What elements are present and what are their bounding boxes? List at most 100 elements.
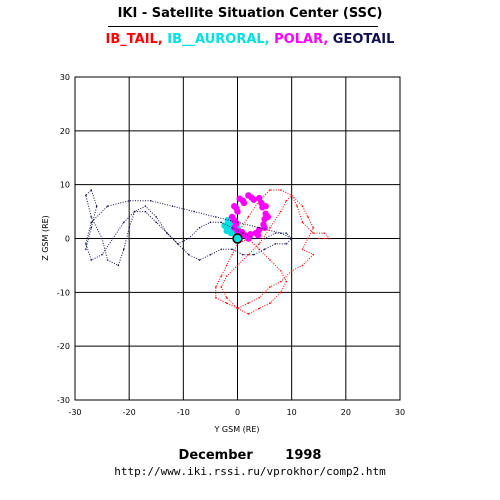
- data-point: [328, 237, 331, 240]
- data-point: [269, 259, 271, 261]
- data-point: [225, 296, 228, 299]
- data-point: [220, 286, 223, 288]
- data-point: [255, 226, 263, 234]
- x-tick-label: -20: [123, 408, 136, 417]
- data-point: [90, 189, 93, 191]
- data-point: [112, 237, 114, 240]
- data-point: [231, 253, 233, 256]
- data-point: [233, 220, 240, 227]
- data-point: [317, 237, 320, 240]
- data-point: [263, 248, 266, 251]
- data-point: [225, 275, 228, 277]
- data-point: [301, 221, 304, 224]
- data-point: [323, 232, 325, 234]
- data-point: [274, 232, 277, 234]
- data-point: [269, 226, 271, 229]
- data-point: [285, 280, 288, 283]
- data-point: [231, 248, 233, 251]
- data-point: [220, 221, 223, 224]
- data-point: [307, 216, 309, 218]
- data-point: [122, 221, 125, 224]
- data-point: [236, 221, 239, 224]
- data-point: [166, 232, 168, 234]
- series-path: [85, 189, 293, 267]
- data-point: [155, 221, 158, 224]
- data-point: [261, 215, 268, 223]
- data-point: [247, 253, 250, 256]
- data-point: [290, 270, 293, 272]
- series-polar: [228, 192, 272, 242]
- earth-marker: [232, 233, 243, 244]
- legend-item: IB__AURORAL,: [167, 32, 275, 47]
- data-point: [290, 194, 293, 197]
- data-point: [220, 248, 223, 251]
- data-point: [260, 221, 267, 228]
- data-point: [247, 302, 250, 304]
- data-point: [85, 243, 87, 245]
- data-point: [209, 221, 212, 224]
- data-point: [312, 253, 315, 256]
- data-point: [285, 232, 288, 234]
- data-point: [198, 259, 201, 261]
- series-path: [215, 189, 331, 315]
- y-tick-label: -10: [57, 288, 70, 297]
- data-point: [101, 237, 103, 240]
- legend-item: POLAR,: [274, 32, 333, 47]
- data-point: [128, 200, 130, 202]
- data-point: [301, 248, 304, 251]
- data-point: [106, 259, 109, 261]
- legend-item: GEOTAIL: [332, 32, 395, 47]
- data-point: [215, 296, 217, 299]
- data-point: [236, 264, 239, 267]
- series-layer: [85, 189, 331, 315]
- data-point: [150, 200, 152, 202]
- data-point: [133, 210, 136, 213]
- data-point: [290, 237, 293, 240]
- legend-item: IB_TAIL,: [105, 32, 168, 47]
- x-axis-label: Y GSM (RE): [213, 425, 259, 434]
- data-point: [231, 226, 233, 229]
- data-point: [252, 253, 255, 256]
- data-point: [263, 237, 266, 240]
- page-title: IKI - Satellite Situation Center (SSC): [117, 6, 383, 21]
- data-point: [225, 302, 228, 304]
- data-point: [301, 264, 304, 267]
- data-point: [258, 296, 260, 299]
- data-point: [312, 226, 315, 229]
- data-point: [187, 253, 190, 256]
- series-ib-tail: [215, 189, 331, 315]
- data-point: [236, 307, 239, 310]
- data-point: [242, 253, 244, 256]
- y-tick-label: -20: [57, 342, 70, 351]
- data-point: [269, 189, 271, 191]
- data-point: [242, 232, 244, 234]
- data-point: [307, 237, 309, 240]
- axis-ticks: -30 -20 -10 0 10 20 30 -30 -20 -10 0 10 20 30: [57, 73, 405, 417]
- x-tick-label: 20: [341, 408, 351, 417]
- data-point: [312, 232, 315, 234]
- data-point: [285, 243, 288, 245]
- data-point: [187, 237, 190, 240]
- data-point: [258, 307, 260, 310]
- data-point: [258, 226, 260, 229]
- data-point: [90, 259, 93, 261]
- data-point: [240, 199, 248, 207]
- source-url[interactable]: http://www.iki.rssi.ru/vprokhor/comp2.ht…: [114, 465, 386, 478]
- data-point: [101, 253, 103, 256]
- data-point: [221, 222, 228, 229]
- x-tick-label: 0: [235, 408, 240, 417]
- data-point: [280, 291, 282, 294]
- year-label: 1998: [285, 448, 322, 463]
- data-point: [247, 230, 254, 238]
- data-point: [269, 286, 271, 288]
- data-point: [225, 226, 233, 234]
- data-point: [280, 270, 282, 272]
- chart-legend: IB_TAIL, IB__AURORAL, POLAR, GEOTAIL: [0, 32, 500, 47]
- data-point: [258, 243, 260, 245]
- title-underline: [108, 26, 378, 27]
- data-point: [280, 280, 282, 283]
- series-geotail: [85, 189, 293, 267]
- y-tick-label: 10: [60, 181, 70, 190]
- data-point: [247, 216, 250, 218]
- data-point: [209, 253, 212, 256]
